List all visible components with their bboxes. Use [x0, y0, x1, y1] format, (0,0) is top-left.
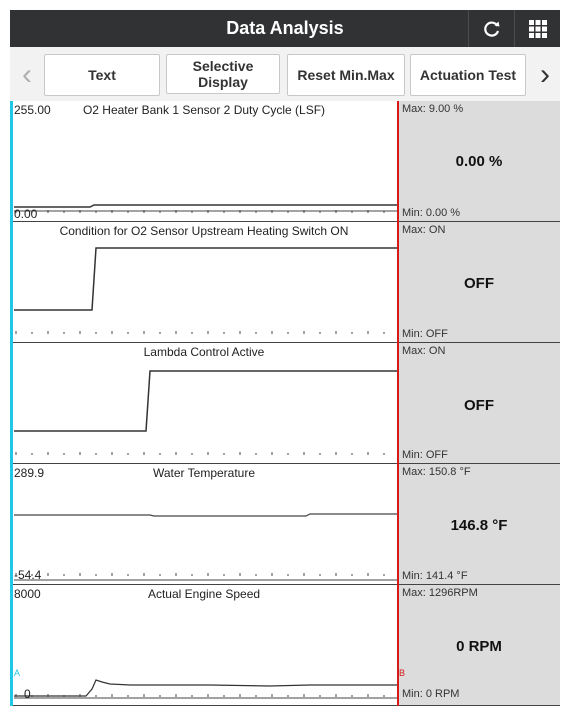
text-button[interactable]: Text [44, 54, 160, 96]
reset-min-max-button[interactable]: Reset Min.Max [287, 54, 405, 96]
panel-lambda-control[interactable]: Lambda Control Active Max: ON OFF Min: O… [10, 343, 560, 464]
panel-engine-speed[interactable]: 8000 0 Actual Engine Speed Max: 1296RPM … [10, 585, 560, 706]
chevron-right-icon: › [540, 58, 550, 91]
current-value: 0.00 % [455, 153, 503, 170]
min-value: Min: OFF [402, 449, 448, 461]
grid-menu-button[interactable] [514, 10, 561, 47]
value-panel: Max: 150.8 °F 146.8 °F Min: 141.4 °F [398, 464, 560, 584]
min-value: Min: 141.4 °F [402, 570, 468, 582]
page-title: Data Analysis [226, 18, 344, 38]
panel-title: Condition for O2 Sensor Upstream Heating… [59, 224, 349, 238]
max-value: Max: ON [402, 224, 446, 236]
panel-o2-upstream-heating[interactable]: Condition for O2 Sensor Upstream Heating… [10, 222, 560, 343]
panel-water-temperature[interactable]: 289.9 -54.4 Water Temperature Max: 150.8… [10, 464, 560, 585]
panel-title: Actual Engine Speed [147, 587, 261, 601]
current-value: 146.8 °F [450, 517, 508, 534]
current-value: 0 RPM [456, 638, 502, 655]
min-value: Min: OFF [402, 328, 448, 340]
panel-title: Lambda Control Active [143, 345, 265, 359]
panel-title: O2 Heater Bank 1 Sensor 2 Duty Cycle (LS… [82, 103, 326, 117]
graph-area: 255.00 0.00 O2 Heater Bank 1 Sensor 2 Du… [10, 101, 560, 706]
toolbar: ‹ Text Selective Display Reset Min.Max A… [10, 47, 560, 104]
min-value: Min: 0.00 % [402, 207, 461, 219]
panel-o2-heater-duty[interactable]: 255.00 0.00 O2 Heater Bank 1 Sensor 2 Du… [10, 101, 560, 222]
graph: Condition for O2 Sensor Upstream Heating… [10, 222, 398, 342]
min-value: Min: 0 RPM [402, 688, 460, 700]
actuation-test-button[interactable]: Actuation Test [410, 54, 526, 96]
graph-plot [14, 204, 398, 213]
cursor-a-line[interactable] [10, 101, 13, 706]
y-min-label: 0 [24, 687, 31, 701]
toolbar-next-arrow[interactable]: › [530, 47, 560, 103]
graph: 289.9 -54.4 Water Temperature [10, 464, 398, 584]
y-max-label: 289.9 [14, 466, 45, 480]
max-value: Max: 1296RPM [402, 587, 478, 599]
value-panel: Max: 1296RPM 0 RPM Min: 0 RPM [398, 585, 560, 705]
max-value: Max: 9.00 % [402, 103, 464, 115]
cursor-b-label: B [399, 668, 406, 678]
graph: 8000 0 Actual Engine Speed [10, 585, 398, 705]
cursor-a-label: A [14, 668, 21, 678]
graph: 255.00 0.00 O2 Heater Bank 1 Sensor 2 Du… [10, 101, 398, 221]
value-panel: Max: ON OFF Min: OFF [398, 222, 560, 342]
graph-plot [14, 513, 398, 581]
graph-plot [14, 370, 398, 455]
chevron-left-icon: ‹ [22, 58, 32, 91]
selective-display-button[interactable]: Selective Display [166, 54, 280, 94]
graph: Lambda Control Active [10, 343, 398, 463]
graph-plot [14, 247, 398, 334]
graph-plot [14, 679, 398, 699]
refresh-icon [484, 21, 500, 37]
value-panel: Max: ON OFF Min: OFF [398, 343, 560, 463]
value-panel: Max: 9.00 % 0.00 % Min: 0.00 % [398, 101, 560, 221]
cursor-b-line[interactable] [397, 101, 399, 706]
y-max-label: 255.00 [14, 103, 51, 117]
toolbar-prev-arrow[interactable]: ‹ [12, 47, 42, 103]
y-min-label: 0.00 [14, 207, 38, 221]
max-value: Max: ON [402, 345, 446, 357]
panel-title: Water Temperature [152, 466, 256, 480]
current-value: OFF [464, 275, 494, 292]
title-bar: Data Analysis [10, 10, 560, 47]
max-value: Max: 150.8 °F [402, 466, 471, 478]
current-value: OFF [464, 397, 494, 414]
y-min-label: -54.4 [14, 568, 42, 582]
grid-icon [529, 19, 547, 38]
y-max-label: 8000 [14, 587, 41, 601]
refresh-button[interactable] [468, 10, 515, 47]
